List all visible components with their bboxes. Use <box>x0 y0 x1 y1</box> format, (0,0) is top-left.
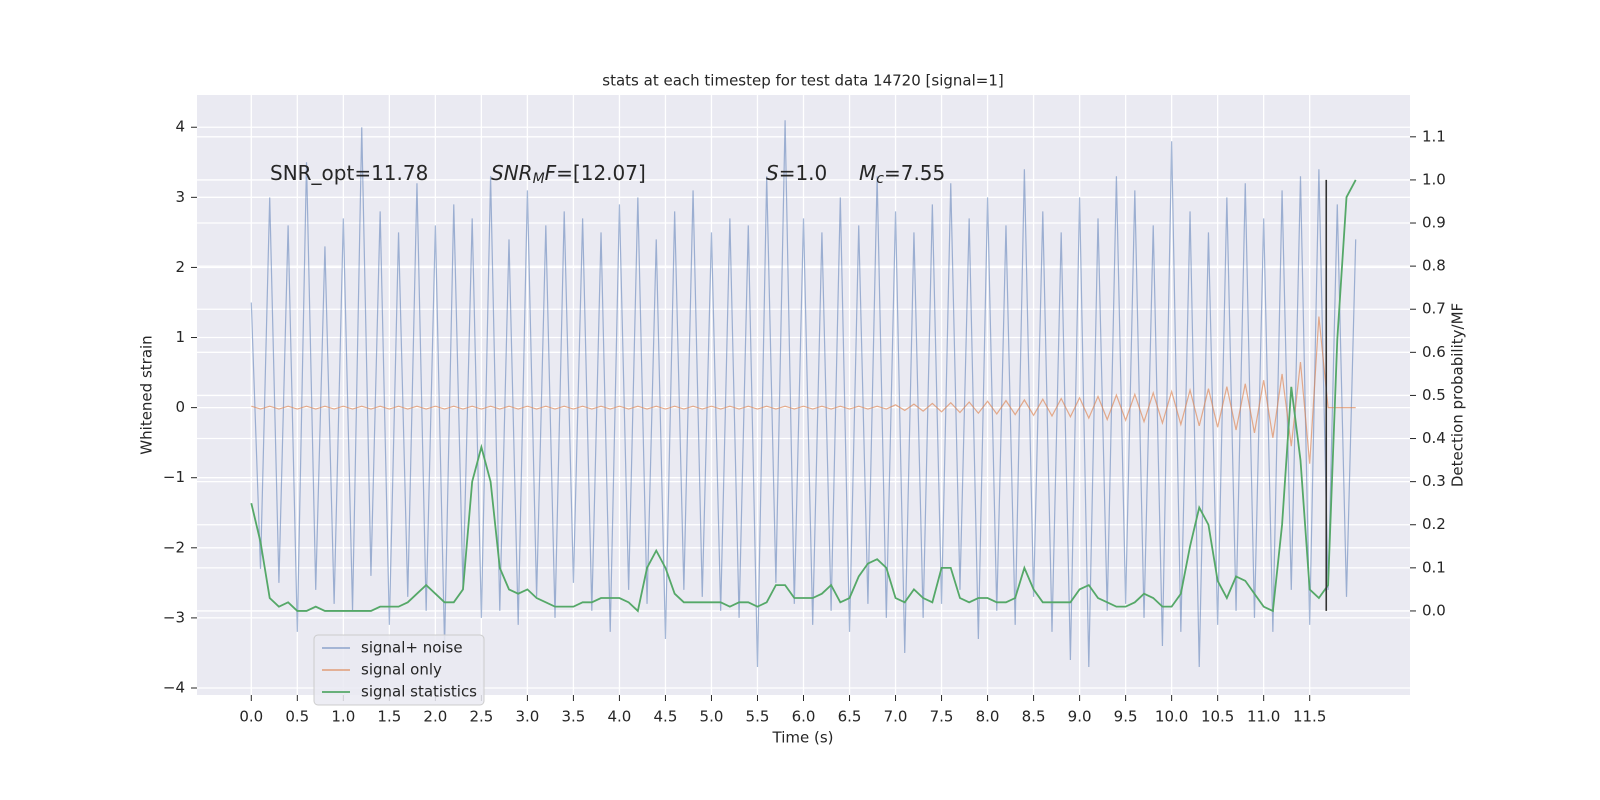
y2-tick-label: 0.7 <box>1422 300 1446 318</box>
labels: 0.0 0.5 1.0 1.5 2.0 2.5 3.0 3.5 4.0 4.5 5.0 5.5 6.0 6… <box>163 118 1446 726</box>
legend-label: signal only <box>361 661 442 679</box>
annotation-part: SNR_opt=11.78 <box>270 161 428 185</box>
y-tick-label: −3 <box>163 608 185 626</box>
y-tick-label: 4 <box>175 118 185 136</box>
annotation-part: =1.0 <box>779 161 828 185</box>
y-tick-label: 2 <box>175 258 185 276</box>
y2-tick-label: 0.0 <box>1422 601 1446 619</box>
x-tick-label: 7.5 <box>930 708 954 726</box>
x-tick-label: 4.0 <box>608 708 632 726</box>
x-tick-label: 5.0 <box>700 708 724 726</box>
x-tick-label: 3.0 <box>515 708 539 726</box>
annotation-part: S <box>766 161 779 185</box>
y-tick-label: 3 <box>175 188 185 206</box>
x-tick-label: 0.5 <box>285 708 309 726</box>
y-tick-label: 0 <box>175 398 185 416</box>
series-line <box>250 120 1357 667</box>
x-tick-label: 7.0 <box>884 708 908 726</box>
annotation-part: =7.55 <box>884 161 945 185</box>
x-tick-label: 2.0 <box>423 708 447 726</box>
y2-tick-label: 0.2 <box>1422 515 1446 533</box>
x-tick-label: 9.0 <box>1068 708 1092 726</box>
y2-tick-label: 0.3 <box>1422 472 1446 490</box>
x-tick-label: 1.5 <box>377 708 401 726</box>
y2-tick-label: 0.8 <box>1422 257 1446 275</box>
x-tick-label: 10.5 <box>1201 708 1234 726</box>
x-tick-label: 9.5 <box>1114 708 1138 726</box>
y2-axis-label: Detection probability/MF <box>1449 303 1467 487</box>
x-axis-label: Time (s) <box>772 729 834 747</box>
y-tick-label: −1 <box>163 468 185 486</box>
y2-tick-label: 1.0 <box>1422 170 1446 188</box>
legend-label: signal statistics <box>361 683 477 701</box>
annotation-part: c <box>876 171 884 187</box>
x-tick-label: 11.0 <box>1247 708 1280 726</box>
y2-tick-label: 0.6 <box>1422 343 1446 361</box>
chart-title: stats at each timestep for test data 147… <box>602 72 1003 90</box>
y2-tick-label: 0.1 <box>1422 558 1446 576</box>
x-tick-label: 0.0 <box>239 708 263 726</box>
y-axis-label: Whitened strain <box>138 335 156 454</box>
annotation: SNR_opt=11.78 <box>270 161 428 185</box>
x-tick-label: 10.0 <box>1155 708 1188 726</box>
x-tick-label: 4.5 <box>654 708 678 726</box>
y-tick-label: 1 <box>175 328 185 346</box>
y2-tick-label: 0.4 <box>1422 429 1446 447</box>
annotation-part: SNR <box>491 161 533 185</box>
y2-tick-label: 0.5 <box>1422 386 1446 404</box>
marks <box>250 120 1357 667</box>
y2-tick-label: 1.1 <box>1422 127 1446 145</box>
x-tick-label: 6.0 <box>792 708 816 726</box>
annotation-part: M <box>533 171 545 187</box>
series-line <box>250 179 1357 613</box>
annotation: SNRMF=[12.07] <box>491 161 646 188</box>
x-tick-label: 8.5 <box>1022 708 1046 726</box>
legend-box <box>313 634 485 706</box>
x-tick-label: 8.0 <box>976 708 1000 726</box>
y-tick-label: −2 <box>163 538 185 556</box>
x-tick-label: 11.5 <box>1293 708 1326 726</box>
x-tick-label: 2.5 <box>469 708 493 726</box>
x-tick-label: 3.5 <box>561 708 585 726</box>
x-tick-label: 1.0 <box>331 708 355 726</box>
annotation-part: F <box>545 161 557 185</box>
y-tick-label: −4 <box>163 678 185 696</box>
annotation-part: =[12.07] <box>556 161 646 185</box>
x-tick-label: 6.5 <box>838 708 862 726</box>
annotation-part: M <box>859 161 876 185</box>
series-line <box>251 316 1356 464</box>
x-tick-label: 5.5 <box>746 708 770 726</box>
annotation: Mc=7.55 <box>859 161 945 188</box>
legend-label: signal+ noise <box>361 639 463 657</box>
annotation: S=1.0 <box>766 161 827 185</box>
y2-tick-label: 0.9 <box>1422 214 1446 232</box>
